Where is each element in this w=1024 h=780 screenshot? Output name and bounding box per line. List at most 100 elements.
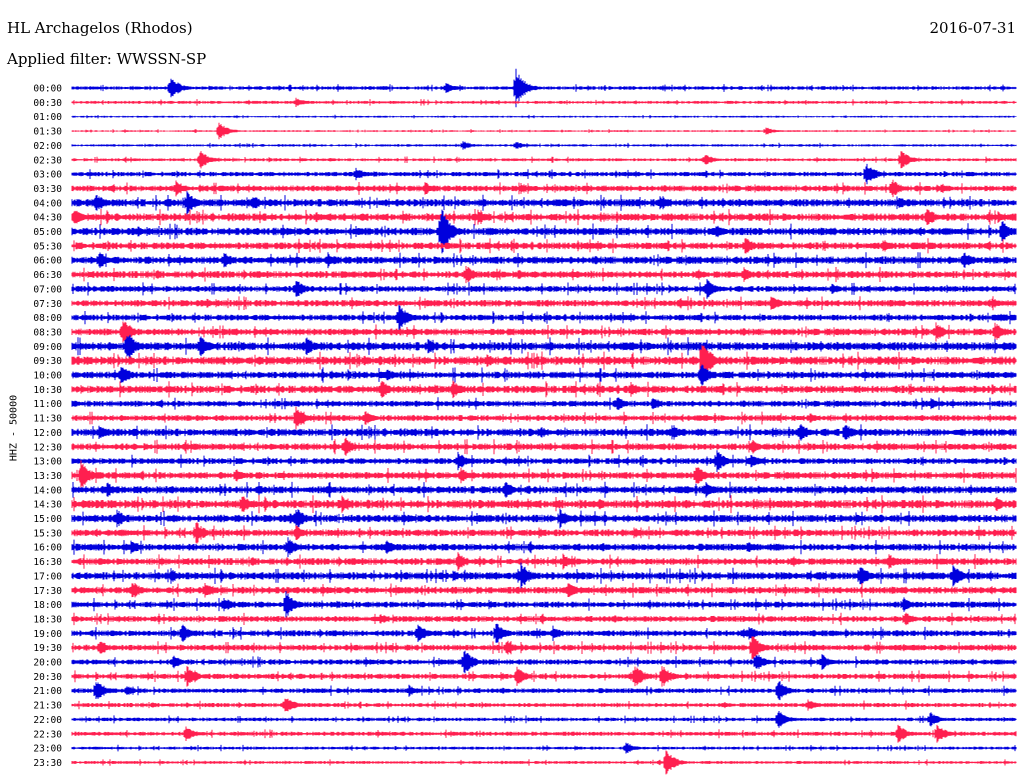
trace-0000 [71,68,1017,108]
trace-1230 [71,437,1017,456]
time-tick-label: 10:30 [33,385,62,396]
time-tick-label: 23:00 [33,744,62,755]
trace-2130 [71,698,1017,712]
time-tick-label: 13:00 [33,457,62,468]
time-tick-label: 22:30 [33,729,62,740]
trace-1530 [71,522,1017,544]
time-tick-label: 08:30 [33,327,62,338]
trace-0900 [71,334,1017,358]
time-tick-label: 14:30 [33,500,62,511]
trace-1900 [71,623,1017,643]
trace-0630 [71,266,1017,284]
time-tick-label: 13:30 [33,471,62,482]
trace-1600 [71,537,1017,558]
time-tick-label: 05:30 [33,241,62,252]
trace-2330 [71,750,1017,775]
time-tick-label: 05:00 [33,227,62,238]
trace-2030 [71,666,1017,687]
trace-0200 [71,141,1017,150]
trace-1500 [71,508,1017,529]
trace-0130 [71,122,1017,140]
time-tick-label: 07:00 [33,284,62,295]
trace-1130 [71,406,1017,430]
time-tick-label: 02:00 [33,141,62,152]
time-tick-label: 02:30 [33,155,62,166]
trace-0800 [71,304,1017,331]
trace-0030 [71,97,1017,107]
time-tick-label: 03:30 [33,184,62,195]
trace-0430 [71,209,1017,226]
trace-1800 [71,591,1017,619]
station-title: HL Archagelos (Rhodos) [7,19,193,37]
time-tick-label: 06:00 [33,256,62,267]
trace-1930 [71,636,1017,659]
time-tick-label: 03:00 [33,170,62,181]
time-tick-label: 15:30 [33,528,62,539]
time-tick-label: 19:30 [33,643,62,654]
trace-1200 [71,424,1017,441]
trace-1630 [71,552,1017,571]
trace-0400 [71,191,1017,215]
trace-0100 [71,114,1017,119]
trace-0830 [71,321,1017,343]
trace-1700 [71,562,1017,590]
time-tick-label: 04:00 [33,198,62,209]
time-tick-label: 12:30 [33,442,62,453]
time-tick-label: 14:00 [33,485,62,496]
time-tick-label: 12:00 [33,428,62,439]
record-date: 2016-07-31 [929,19,1016,37]
time-tick-label: 10:00 [33,371,62,382]
trace-0530 [71,238,1017,254]
trace-0300 [71,163,1017,185]
time-tick-label: 09:00 [33,342,62,353]
time-tick-label: 01:00 [33,112,62,123]
trace-1000 [71,364,1017,386]
time-tick-label: 11:30 [33,414,62,425]
trace-0730 [71,296,1017,311]
trace-1730 [71,582,1017,598]
trace-2200 [71,711,1017,728]
time-tick-label: 08:00 [33,313,62,324]
time-tick-label: 01:30 [33,127,62,138]
trace-0930 [71,345,1017,377]
trace-1400 [71,481,1017,498]
trace-1030 [71,380,1017,399]
filter-label: Applied filter: WWSSN-SP [7,50,207,68]
time-tick-label: 22:00 [33,715,62,726]
time-tick-label: 20:30 [33,672,62,683]
trace-1100 [71,397,1017,411]
trace-1830 [71,612,1017,626]
time-tick-label: 06:30 [33,270,62,281]
time-tick-label: 09:30 [33,356,62,367]
time-tick-label: 18:00 [33,600,62,611]
trace-0700 [71,279,1017,299]
time-tick-label: 11:00 [33,399,62,410]
trace-2230 [71,724,1017,743]
trace-1330 [71,460,1017,491]
time-tick-label: 23:30 [33,758,62,769]
trace-0600 [71,252,1017,269]
time-tick-label: 00:00 [33,84,62,95]
trace-0500 [71,209,1017,254]
trace-1300 [71,450,1017,472]
time-tick-label: 17:30 [33,586,62,597]
time-tick-label: 16:30 [33,557,62,568]
trace-2300 [71,742,1017,754]
time-tick-label: 16:00 [33,543,62,554]
time-tick-label: 21:00 [33,686,62,697]
time-tick-label: 20:00 [33,658,62,669]
time-tick-label: 17:00 [33,571,62,582]
time-tick-label: 21:30 [33,701,62,712]
time-tick-label: 00:30 [33,98,62,109]
trace-0330 [71,179,1017,198]
trace-0230 [71,151,1017,169]
time-tick-label: 04:30 [33,213,62,224]
trace-1430 [71,495,1017,514]
time-tick-label: 18:30 [33,614,62,625]
trace-2100 [71,681,1017,701]
time-tick-label: 15:00 [33,514,62,525]
time-tick-label: 07:30 [33,299,62,310]
time-tick-label: 19:00 [33,629,62,640]
trace-2000 [71,650,1017,674]
